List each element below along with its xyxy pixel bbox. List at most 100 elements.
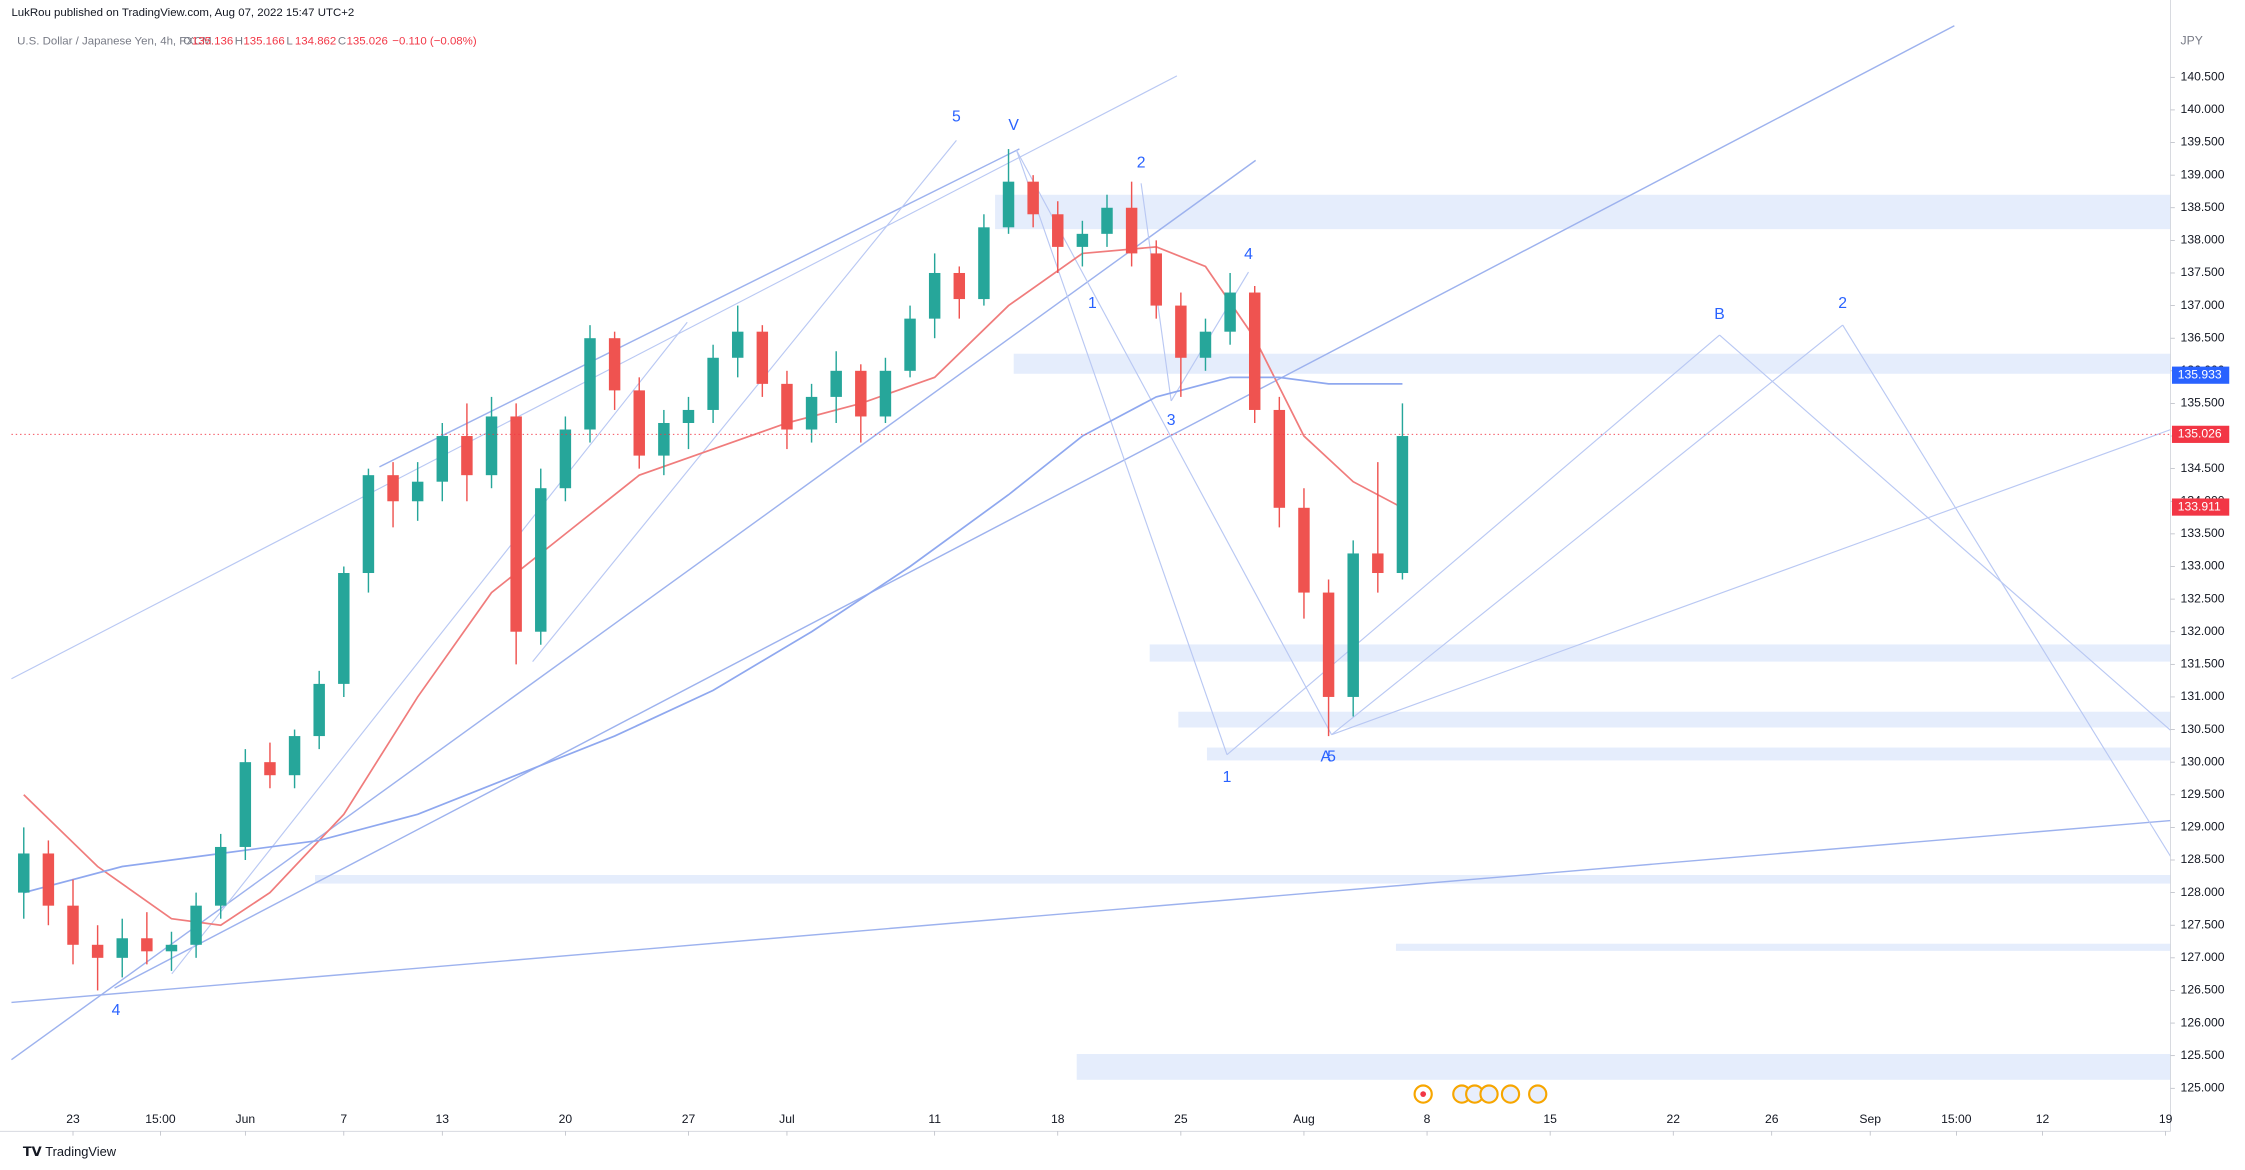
candle-body — [1175, 305, 1187, 358]
zones — [314, 194, 2171, 1080]
candle-body — [387, 475, 399, 502]
x-tick-label: Aug — [1293, 1112, 1315, 1126]
y-tick-label: 132.000 — [2181, 624, 2225, 638]
price-marker-label: 135.933 — [2178, 367, 2222, 381]
x-tick-label: 12 — [2036, 1112, 2050, 1126]
trendline — [171, 321, 688, 975]
x-tick-label: 15:00 — [145, 1112, 176, 1126]
zone — [1178, 711, 2171, 728]
y-tick-label: 138.500 — [2181, 200, 2225, 214]
wave-label: 2 — [1838, 295, 1847, 312]
y-tick-label: 140.000 — [2181, 102, 2225, 116]
plot — [11, 149, 2171, 991]
y-tick-label: 139.000 — [2181, 167, 2225, 181]
x-tick-label: Sep — [1859, 1112, 1881, 1126]
symbol-name: U.S. Dollar / Japanese Yen, 4h, FXCM — [17, 36, 212, 48]
candle-body — [1002, 181, 1015, 228]
candle-body — [928, 272, 941, 319]
candle-body — [633, 390, 645, 456]
x-tick-label: 7 — [340, 1112, 347, 1126]
wave-labels: 5 V 2 1 3 4 4 1 A 5 B 2 — [112, 109, 1847, 1020]
candle-body — [904, 318, 916, 371]
candle-body — [214, 846, 227, 906]
ohlc-value: 134.862 — [295, 36, 336, 48]
wave-label: 3 — [1167, 412, 1176, 429]
candle-body — [1298, 507, 1310, 593]
brand-logo: 𝗧𝗩 — [23, 1144, 45, 1159]
event-icon[interactable] — [1479, 1084, 1499, 1104]
candle-body — [1396, 436, 1409, 574]
y-tick-label: 131.500 — [2181, 657, 2225, 671]
candle-body — [830, 370, 842, 397]
trendline — [11, 819, 2171, 1004]
candle-body — [411, 481, 424, 502]
candle-body — [535, 488, 547, 632]
candle-body — [18, 853, 30, 893]
candle-body — [436, 436, 449, 482]
candle-body — [953, 272, 966, 300]
ohlc-key: L — [286, 36, 292, 48]
brand-name: TradingView — [45, 1144, 117, 1159]
x-tick-label: 26 — [1765, 1112, 1779, 1126]
candle-body — [658, 422, 670, 456]
x-tick-label: 20 — [559, 1112, 573, 1126]
y-tick-label: 128.000 — [2181, 885, 2225, 899]
zone — [995, 194, 2171, 230]
candle-body — [485, 416, 498, 476]
candle-body — [756, 331, 769, 384]
candle-body — [190, 905, 202, 945]
candle-body — [731, 331, 744, 358]
y-tick-label: 131.000 — [2181, 689, 2225, 703]
x-tick-label: 25 — [1174, 1112, 1188, 1126]
candle-body — [91, 944, 104, 958]
price-marker — [2171, 498, 2230, 516]
wave-label: 4 — [1244, 246, 1253, 263]
y-tick-label: 133.500 — [2181, 526, 2225, 540]
zone — [1076, 1054, 2171, 1080]
ohlc-value: 135.166 — [243, 36, 284, 48]
zone — [1149, 644, 2171, 662]
candle-body — [584, 338, 596, 430]
zone — [1206, 747, 2171, 761]
trendline — [11, 159, 1257, 1061]
candle-body — [510, 416, 522, 632]
x-tick-label: 13 — [436, 1112, 450, 1126]
change: −0.110 (−0.08%) — [392, 36, 477, 48]
y-tick-label: 138.000 — [2181, 233, 2225, 247]
brand: 𝗧𝗩 TradingView — [23, 1144, 117, 1159]
x-tick-label: 15:00 — [1941, 1112, 1972, 1126]
trendline — [532, 139, 957, 662]
price-axis — [2170, 0, 2245, 1142]
zone — [1395, 943, 2171, 951]
y-tick-label: 132.500 — [2181, 591, 2225, 605]
candle-body — [1052, 214, 1064, 247]
price-marker-label: 135.026 — [2178, 427, 2222, 441]
price-marker — [2171, 366, 2230, 384]
y-tick-label: 133.000 — [2181, 559, 2225, 573]
candle-body — [855, 370, 867, 417]
ohlc-value: 135.136 — [192, 36, 233, 48]
candle-body — [1150, 253, 1162, 306]
candle-body — [165, 944, 178, 952]
ohlc-key: C — [338, 36, 346, 48]
candle-body — [362, 475, 375, 574]
moving-average — [23, 376, 1403, 894]
x-tick-label: 19 — [2159, 1112, 2173, 1126]
event-icon[interactable] — [1500, 1084, 1521, 1104]
y-tick-label: 125.500 — [2181, 1048, 2225, 1062]
unit-label: JPY — [2181, 34, 2203, 48]
candle-body — [1199, 331, 1212, 358]
ohlc-value: 135.026 — [346, 36, 387, 48]
candle-body — [978, 227, 990, 300]
x-tick-label: 23 — [66, 1112, 80, 1126]
event-icon-dot — [1420, 1091, 1427, 1097]
candle-body — [116, 938, 128, 958]
event-icon[interactable] — [1528, 1084, 1548, 1104]
y-tick-label: 126.500 — [2181, 983, 2225, 997]
y-tick-label: 126.000 — [2181, 1015, 2225, 1029]
trendline — [1016, 150, 1333, 735]
candle-body — [707, 357, 719, 410]
